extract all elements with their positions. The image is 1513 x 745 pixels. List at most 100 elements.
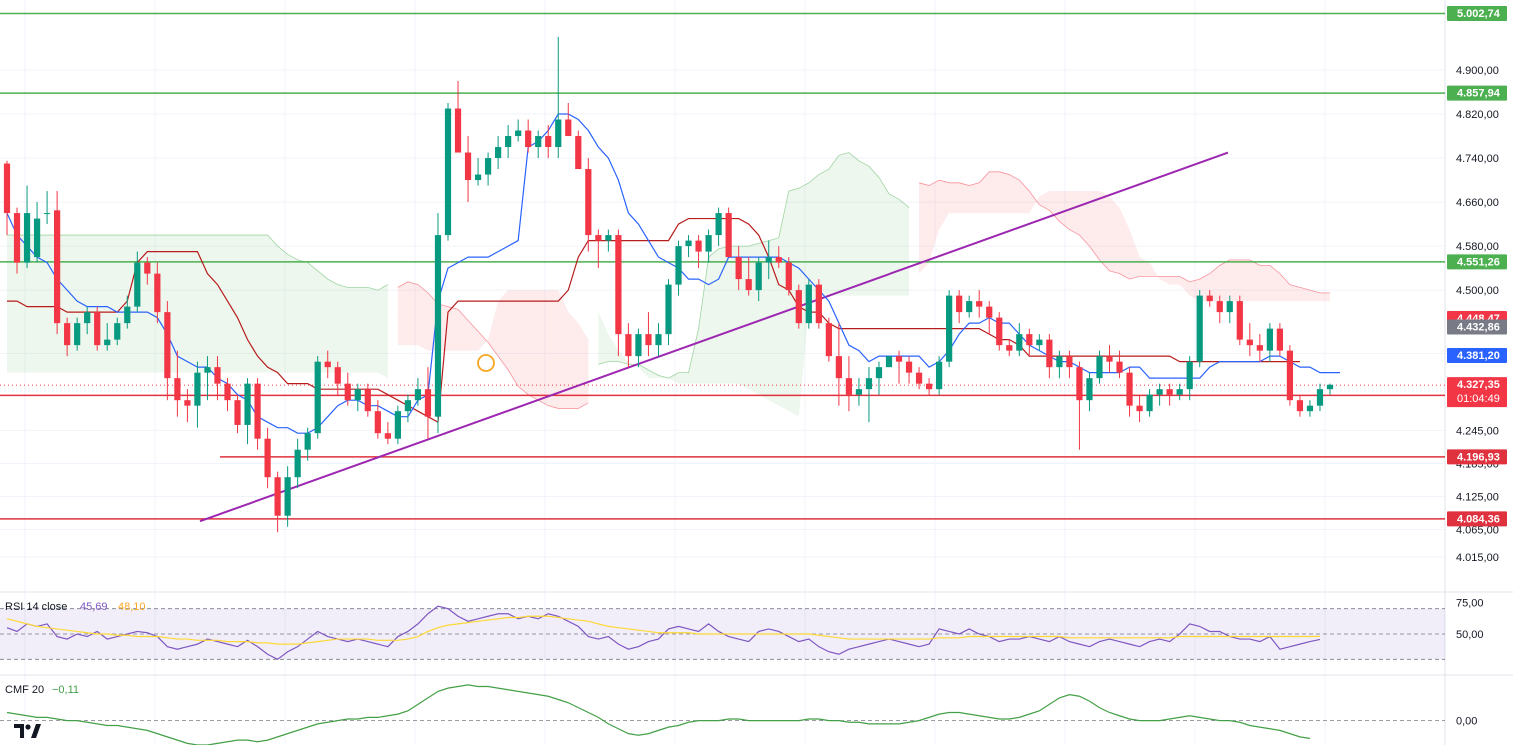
candle-body xyxy=(304,433,311,450)
candle xyxy=(1076,361,1083,450)
candle-body xyxy=(605,235,612,241)
candle-body xyxy=(214,367,221,384)
candle xyxy=(1306,400,1314,417)
candle xyxy=(234,394,241,434)
trendline-group[interactable] xyxy=(199,151,1229,523)
candle-body xyxy=(264,438,271,478)
price-tag xyxy=(1447,319,1507,335)
candle xyxy=(1156,383,1163,406)
candle-body xyxy=(1326,384,1334,390)
candle xyxy=(174,350,181,417)
candle-body xyxy=(164,312,171,379)
candle xyxy=(875,361,883,395)
candle xyxy=(675,240,682,296)
candle xyxy=(13,207,21,274)
candle xyxy=(1116,350,1123,379)
candle xyxy=(1106,345,1113,373)
candle-body xyxy=(925,383,933,390)
candle-body xyxy=(635,334,642,357)
cmf-line xyxy=(6,684,1311,745)
candle xyxy=(454,81,462,153)
candle xyxy=(154,262,161,324)
candle xyxy=(915,367,923,390)
candle-body xyxy=(625,334,632,357)
candle-body xyxy=(1176,389,1183,395)
price-tag-text: 4.857,94 xyxy=(1457,88,1501,100)
price-tick-label: 4.245,00 xyxy=(1456,425,1499,437)
candle xyxy=(43,191,51,225)
candle-body xyxy=(585,169,592,236)
candle-body xyxy=(915,372,923,384)
cmf-pane[interactable]: 0,00 xyxy=(0,684,1477,745)
candle-body xyxy=(1206,295,1213,302)
candle xyxy=(324,350,331,379)
candle xyxy=(905,356,913,384)
candle xyxy=(33,202,41,263)
cloud-span-line xyxy=(7,234,389,291)
candle xyxy=(1316,383,1324,412)
cloud-span-line xyxy=(598,152,910,379)
candle xyxy=(104,323,111,351)
candle-body xyxy=(334,367,341,384)
candle xyxy=(364,383,371,417)
candle-body xyxy=(525,130,532,148)
candle xyxy=(865,367,873,423)
candle xyxy=(986,301,993,335)
candle xyxy=(705,229,712,263)
candle xyxy=(114,317,121,346)
rsi-pane[interactable]: 75,00 50,00 xyxy=(0,597,1484,661)
candle xyxy=(966,295,973,318)
candle-body xyxy=(54,210,61,324)
candle xyxy=(545,125,552,159)
candle xyxy=(214,356,221,401)
candle-body xyxy=(705,235,712,252)
candlesticks xyxy=(3,36,1334,533)
candle-body xyxy=(895,356,903,362)
candle xyxy=(795,284,802,329)
kijun-sen-line xyxy=(7,217,1300,424)
candle-body xyxy=(755,262,762,291)
candle-body xyxy=(595,235,602,241)
candle-body xyxy=(294,449,301,478)
candle xyxy=(535,130,542,159)
candle xyxy=(1226,295,1233,324)
candle-body xyxy=(765,257,772,263)
candle xyxy=(264,427,271,489)
horizontal-levels[interactable] xyxy=(0,12,1445,520)
candle-body xyxy=(74,323,81,346)
candle-body xyxy=(1276,328,1283,351)
candle-body xyxy=(565,119,572,137)
candle-body xyxy=(615,235,622,335)
price-tag-text: 5.002,74 xyxy=(1457,8,1501,20)
candle xyxy=(1166,383,1173,406)
trendline[interactable] xyxy=(199,151,1229,523)
candle xyxy=(1046,334,1053,379)
candle-body xyxy=(474,174,482,181)
candle-body xyxy=(43,213,51,215)
candle xyxy=(1286,345,1294,406)
candle-body xyxy=(845,378,853,395)
candle xyxy=(414,378,422,406)
price-tag-text: 4.196,93 xyxy=(1457,451,1500,463)
rsi-ma-line xyxy=(6,615,1320,645)
rsi-value: 45,69 xyxy=(80,601,108,613)
candle-body xyxy=(194,372,201,406)
candle xyxy=(885,356,893,368)
candle-body xyxy=(424,389,432,417)
candle-body xyxy=(1316,389,1324,406)
price-tag-text: 4.381,20 xyxy=(1457,350,1500,362)
candle-body xyxy=(84,312,91,324)
candle xyxy=(815,279,822,329)
candle-body xyxy=(204,367,211,373)
candle xyxy=(525,119,532,153)
candle xyxy=(1296,394,1304,417)
price-tag-text: 4.432,86 xyxy=(1457,322,1500,334)
candle xyxy=(294,438,301,489)
candle xyxy=(505,125,512,159)
candle xyxy=(1016,323,1023,357)
cmf-value: −0,11 xyxy=(52,684,79,696)
tradingview-logo-icon[interactable] xyxy=(14,722,42,740)
candle-body xyxy=(575,136,582,170)
candle xyxy=(374,400,381,439)
